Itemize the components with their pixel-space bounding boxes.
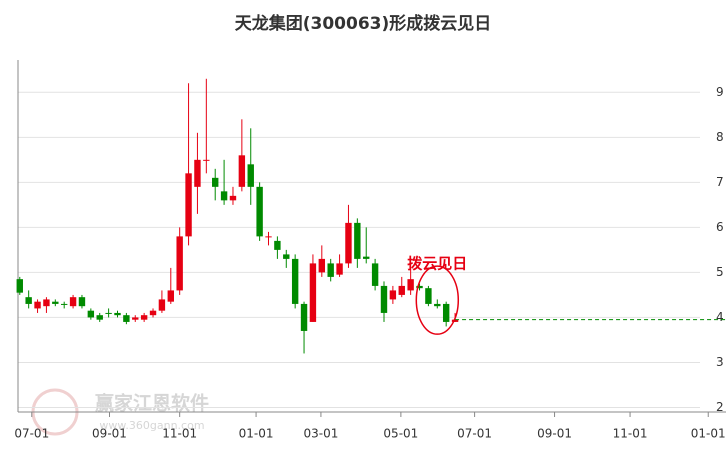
candle-body [43,299,50,307]
candle-body [158,299,166,311]
candle-body [389,290,397,300]
candle-body [149,310,157,316]
y-tick-label: 4 [716,310,724,324]
candle-body [238,155,246,187]
candle-body [132,317,139,320]
y-tick-label: 8 [716,130,724,144]
x-tick-label: 03-01 [303,427,338,441]
x-tick-label: 11-01 [613,427,648,441]
x-tick-label: 11-01 [162,427,197,441]
candle-body [327,263,334,277]
candle-body [194,159,201,187]
candle-body [212,177,219,187]
candle-body [114,312,121,316]
candle-body [220,191,228,201]
candle-body [425,288,432,304]
candle-body [265,236,272,238]
candle-body [416,285,423,289]
candle-body [176,236,183,291]
x-tick-label: 07-01 [14,427,49,441]
chart-title: 天龙集团(300063)形成拨云见日 [235,13,492,34]
y-tick-label: 9 [716,85,724,99]
x-tick-label: 07-01 [457,427,492,441]
candle-body [300,303,308,331]
y-tick-label: 2 [716,400,724,414]
candle-body [78,297,86,307]
candle-body [52,301,59,304]
annotation: 拨云见日 [407,255,467,273]
candle-body [203,159,210,161]
y-tick-label: 5 [716,265,724,279]
candle-body [34,301,41,309]
candle-body [434,303,441,307]
x-tick-label: 01-01 [239,427,274,441]
candle-body [309,263,317,322]
candle-body [283,254,290,259]
candle-body [60,303,68,305]
candle-body [291,258,299,304]
watermark: 赢家江恩软件 [95,392,209,415]
candle-body [274,240,281,250]
candle-body [451,319,459,322]
candle-body [407,279,414,291]
y-tick-label: 7 [716,175,724,189]
candle-body [185,173,192,237]
x-tick-label: 09-01 [92,427,127,441]
y-tick-label: 3 [716,355,724,369]
candle-body [105,312,112,314]
x-tick-label: 09-01 [537,427,572,441]
candle-body [140,315,148,320]
candle-body [354,222,361,259]
candle-body [87,310,95,318]
x-tick-label: 05-01 [383,427,418,441]
x-tick-label: 01-01 [691,427,726,441]
candle-body [380,285,388,313]
candle-body [256,186,263,237]
candle-body [25,297,32,304]
watermark-url: www.360gann.com [99,419,204,432]
candle-body [96,315,103,320]
candle-body [442,303,450,322]
candle-body [247,164,254,187]
highlight-ellipse [415,265,460,335]
candle-body [371,263,379,286]
y-tick-label: 6 [716,220,724,234]
candle-body [167,290,174,302]
candle-body [229,195,237,201]
candle-body [363,256,370,259]
candle-body [336,263,343,275]
candle-body [345,222,352,264]
candle-body [398,285,405,295]
candle-body [16,279,23,293]
candle-body [69,297,77,307]
candle-body [318,258,326,273]
candle-body [123,315,130,322]
